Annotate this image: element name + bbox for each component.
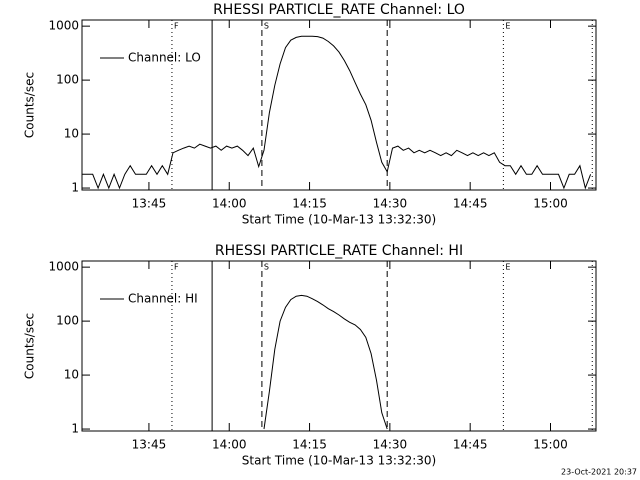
x-axis-label: Start Time (10-Mar-13 13:32:30) bbox=[242, 454, 436, 468]
event-label: E bbox=[505, 22, 510, 31]
event-label: S bbox=[264, 22, 269, 31]
chart-title: RHESSI PARTICLE_RATE Channel: LO bbox=[213, 2, 465, 18]
plot-frame bbox=[81, 260, 597, 432]
event-label: F bbox=[174, 263, 179, 272]
y-tick-label: 100 bbox=[56, 73, 79, 87]
x-tick-label: 13:45 bbox=[132, 197, 167, 211]
footer: 23-Oct-2021 20:37 bbox=[561, 468, 637, 477]
x-tick-label: 14:30 bbox=[373, 438, 408, 452]
x-tick-label: 14:00 bbox=[212, 438, 247, 452]
data-line bbox=[82, 35, 592, 190]
legend-label: Channel: LO bbox=[128, 51, 201, 65]
chart-title: RHESSI PARTICLE_RATE Channel: HI bbox=[215, 243, 463, 259]
x-tick-label: 13:45 bbox=[132, 438, 167, 452]
y-axis-label: Counts/sec bbox=[23, 313, 37, 379]
x-tick-label: 15:00 bbox=[533, 438, 568, 452]
y-tick-label: 1 bbox=[71, 181, 79, 195]
x-tick-label: 14:15 bbox=[292, 438, 327, 452]
event-label: S bbox=[264, 263, 269, 272]
data-line bbox=[263, 294, 388, 430]
x-axis-label: Start Time (10-Mar-13 13:32:30) bbox=[242, 213, 436, 227]
y-tick-label: 10 bbox=[64, 127, 79, 141]
event-label: F bbox=[174, 22, 179, 31]
x-tick-label: 15:00 bbox=[533, 197, 568, 211]
x-tick-label: 14:45 bbox=[453, 197, 488, 211]
y-tick-label: 10 bbox=[64, 368, 79, 382]
x-tick-label: 14:30 bbox=[373, 197, 408, 211]
legend-label: Channel: HI bbox=[128, 292, 198, 306]
x-tick-label: 14:15 bbox=[292, 197, 327, 211]
plot-frame bbox=[81, 19, 597, 191]
event-label: E bbox=[505, 263, 510, 272]
panel: RHESSI PARTICLE_RATE Channel: HI Start Ti… bbox=[23, 243, 597, 468]
y-tick-label: 1000 bbox=[48, 19, 79, 33]
y-tick-label: 100 bbox=[56, 314, 79, 328]
x-tick-label: 14:45 bbox=[453, 438, 488, 452]
y-axis-label: Counts/sec bbox=[23, 72, 37, 138]
panel: RHESSI PARTICLE_RATE Channel: LO Start Ti… bbox=[23, 2, 597, 227]
y-tick-label: 1 bbox=[71, 422, 79, 436]
y-tick-label: 1000 bbox=[48, 260, 79, 274]
x-tick-label: 14:00 bbox=[212, 197, 247, 211]
